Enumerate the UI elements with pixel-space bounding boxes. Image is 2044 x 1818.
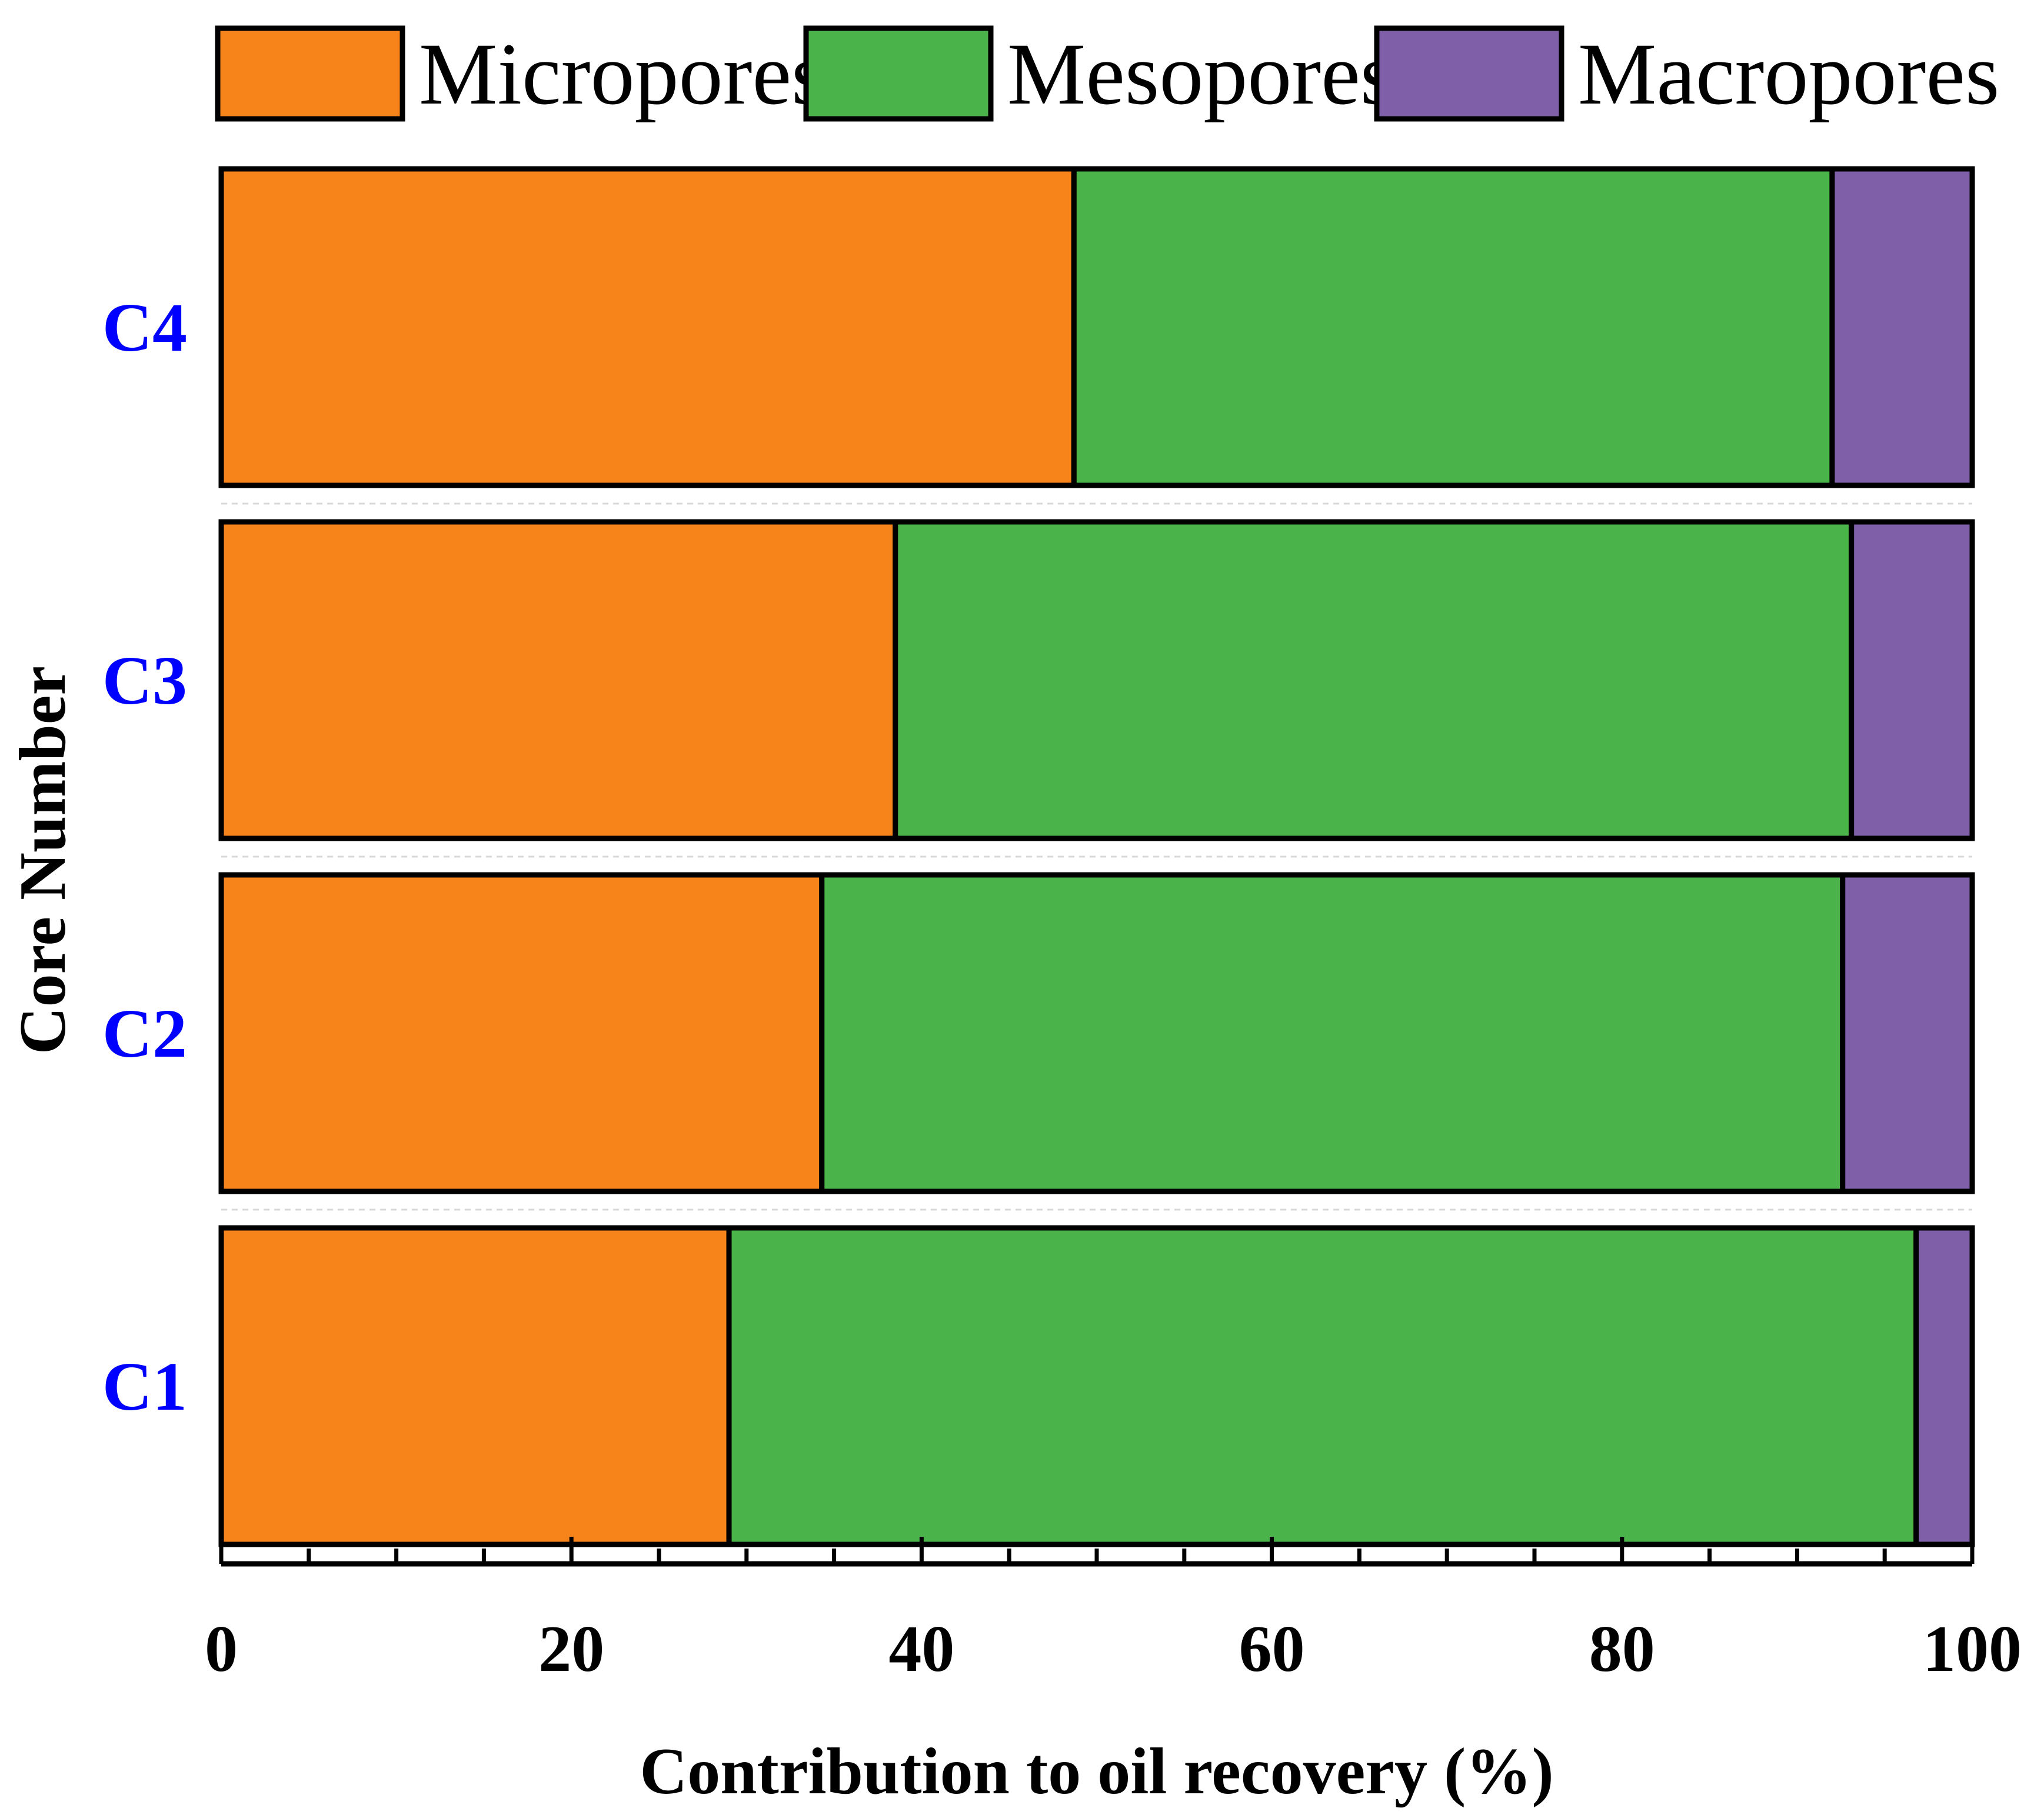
legend-item-mesopores: Mesopores: [803, 25, 1394, 123]
bar-macropores-c1: [1913, 1225, 1975, 1547]
x-tick-label: 100: [1923, 1613, 2022, 1686]
legend-item-micropores: Micropores: [215, 25, 825, 123]
legend-label-mesopores: Mesopores: [1007, 25, 1394, 123]
bar-micropores-c2: [218, 872, 825, 1194]
legend-swatch-macropores: [1374, 25, 1564, 122]
legend: Micropores Mesopores Macropores: [215, 25, 1999, 123]
bar-micropores-c4: [218, 166, 1077, 488]
x-tick-label: 60: [1239, 1613, 1305, 1686]
category-separators: [221, 502, 1972, 1211]
category-label-c3: C3: [102, 642, 187, 719]
legend-swatch-micropores: [215, 25, 405, 122]
category-labels: C1 C2 C3 C4: [102, 289, 187, 1425]
x-tick-label: 40: [888, 1613, 954, 1686]
bar-micropores-c1: [218, 1225, 732, 1547]
x-tick-label: 80: [1589, 1613, 1655, 1686]
bar-mesopores-c1: [726, 1225, 1919, 1547]
bar-macropores-c2: [1840, 872, 1975, 1194]
bar-micropores-c3: [218, 519, 898, 841]
legend-label-micropores: Micropores: [419, 25, 825, 123]
bar-mesopores-c3: [893, 519, 1855, 841]
bar-macropores-c4: [1829, 166, 1975, 488]
category-label-c1: C1: [102, 1348, 187, 1425]
bar-mesopores-c2: [819, 872, 1846, 1194]
legend-swatch-mesopores: [803, 25, 994, 122]
bars: [218, 166, 1975, 1547]
bar-mesopores-c4: [1071, 166, 1835, 488]
legend-item-macropores: Macropores: [1374, 25, 1999, 123]
x-tick-label: 20: [538, 1613, 604, 1686]
y-axis-title: Core Number: [6, 666, 79, 1054]
legend-label-macropores: Macropores: [1578, 25, 1999, 123]
x-axis-title: Contribution to oil recovery (%): [640, 1735, 1553, 1808]
x-axis: 0 20 40 60 80 100: [205, 1537, 2022, 1686]
bar-macropores-c3: [1849, 519, 1975, 841]
category-label-c4: C4: [102, 289, 187, 366]
category-label-c2: C2: [102, 995, 187, 1072]
x-tick-label: 0: [205, 1613, 238, 1686]
